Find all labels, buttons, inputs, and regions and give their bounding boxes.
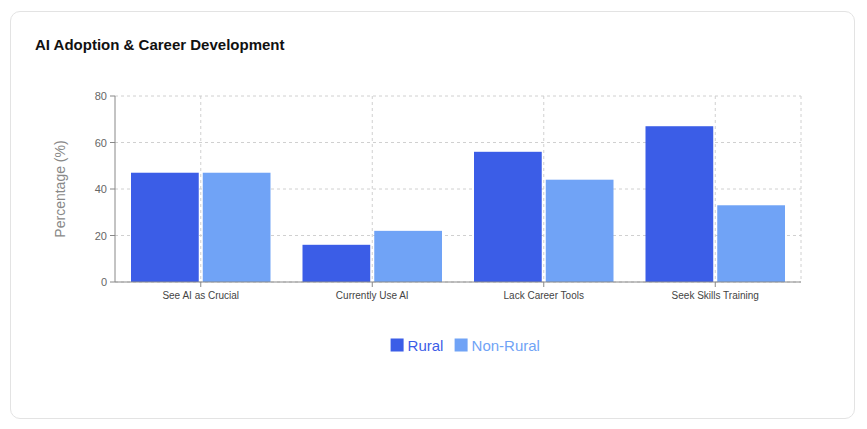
chart: AI Adoption & Career Development 0 20 40 60 8…	[0, 0, 867, 429]
grid-line-vertical	[543, 96, 544, 282]
x-tick-label: Seek Skills Training	[672, 290, 759, 301]
x-axis	[115, 282, 801, 283]
grid-line-vertical	[200, 96, 201, 282]
legend: Rural Non-Rural	[391, 337, 540, 354]
grid-line-vertical	[715, 96, 716, 282]
bars	[131, 126, 785, 282]
y-tick-label: 20	[95, 230, 107, 242]
x-tick	[372, 282, 373, 287]
bar	[546, 180, 614, 282]
x-tick	[543, 282, 544, 287]
grid-line	[115, 282, 801, 283]
bar	[474, 152, 542, 282]
grid-line-vertical	[801, 96, 802, 282]
x-tick-label: See AI as Crucial	[162, 290, 239, 301]
y-tick-label: 80	[95, 90, 107, 102]
y-tick-label: 40	[95, 183, 107, 195]
x-tick-label: Lack Career Tools	[504, 290, 584, 301]
x-tick	[715, 282, 716, 287]
legend-label: Rural	[408, 337, 444, 354]
x-tick	[200, 282, 201, 287]
y-tick-label: 60	[95, 137, 107, 149]
y-tick	[110, 189, 115, 190]
bar	[646, 126, 714, 282]
grid-line-vertical	[372, 96, 373, 282]
y-tick	[110, 282, 115, 283]
y-axis-label: Percentage (%)	[52, 140, 68, 237]
x-tick-label: Currently Use AI	[336, 290, 409, 301]
y-tick	[110, 235, 115, 236]
legend-label: Non-Rural	[472, 337, 540, 354]
y-tick-label: 0	[101, 276, 107, 288]
y-tick	[110, 142, 115, 143]
bar	[374, 231, 442, 282]
y-tick	[110, 96, 115, 97]
title: AI Adoption & Career Development	[35, 36, 284, 53]
legend-swatch	[391, 339, 404, 352]
legend-swatch	[455, 339, 468, 352]
bar	[717, 205, 785, 282]
bar	[303, 245, 371, 282]
bar	[203, 173, 271, 282]
bar	[131, 173, 199, 282]
grid-line	[115, 96, 801, 97]
